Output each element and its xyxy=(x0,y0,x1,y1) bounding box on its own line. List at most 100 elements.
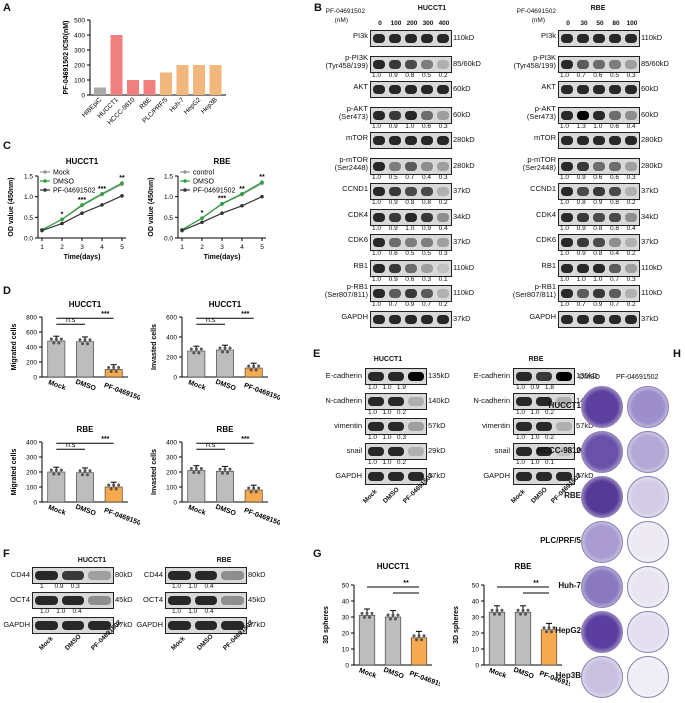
blot-strip-left xyxy=(370,55,452,73)
data-point xyxy=(240,203,244,208)
quant-right: 1.0 1.3 1.0 0.6 0.4 xyxy=(560,122,636,130)
chart-title: RBE xyxy=(77,425,95,434)
data-dot xyxy=(252,364,256,368)
blot-band xyxy=(561,110,573,120)
blot-band xyxy=(593,263,605,273)
blot-band xyxy=(536,447,552,456)
y-tick-label: 0.5 xyxy=(24,215,33,222)
blot-strip-left xyxy=(365,443,427,460)
blot-band xyxy=(421,263,433,273)
blot-band xyxy=(625,263,637,273)
blot-band xyxy=(168,571,191,580)
blot-band xyxy=(61,571,85,580)
data-dot xyxy=(117,366,121,369)
blot-band xyxy=(421,136,433,145)
colony-dish-pf xyxy=(627,431,669,473)
blot-band xyxy=(405,85,417,94)
y-tick-label: 300 xyxy=(26,455,37,462)
blot-band xyxy=(389,85,401,94)
dose-label: 30 xyxy=(580,20,588,27)
blot-band xyxy=(609,212,621,222)
y-tick-label: 0 xyxy=(33,375,37,382)
blot-band xyxy=(373,34,385,43)
data-point xyxy=(220,211,224,215)
significance-mark: *** xyxy=(241,311,249,318)
blot-band xyxy=(593,238,605,247)
quant-right: 1.0 1.0 0.2 xyxy=(516,409,554,416)
blot-band xyxy=(61,621,85,630)
y-tick-label: 300 xyxy=(74,48,85,55)
data-dot xyxy=(500,608,504,612)
data-dot xyxy=(197,351,201,355)
kd-label-left: 45kD xyxy=(115,595,133,604)
category-label: Mock xyxy=(358,667,377,680)
blot-band xyxy=(577,59,589,69)
category-label: Mock xyxy=(47,379,66,392)
y-tick-label: 600 xyxy=(26,330,37,337)
data-dot xyxy=(57,341,61,345)
blot-band xyxy=(61,596,85,605)
blot-band xyxy=(609,136,621,145)
quant-left: 1.0 1.0 0.2 xyxy=(368,409,406,416)
data-dot xyxy=(396,613,400,617)
dose-label: 50 xyxy=(596,20,604,27)
legend-label: control xyxy=(193,170,214,177)
blot-band xyxy=(194,596,218,605)
blot-band xyxy=(536,472,552,481)
x-tick-label: 3 xyxy=(80,244,84,251)
y-tick-label: 300 xyxy=(166,455,177,462)
data-dot xyxy=(389,617,392,621)
blot-band xyxy=(437,289,449,298)
blot-band xyxy=(625,161,637,171)
data-dot xyxy=(550,630,553,634)
blot-strip-left xyxy=(370,81,452,98)
x-tick-label: 3 xyxy=(220,244,224,251)
dose-label: 100 xyxy=(626,20,638,27)
blot-band xyxy=(373,289,385,298)
data-dot xyxy=(83,469,87,473)
significance-ns: n.s xyxy=(206,317,216,324)
legend-label: PF-04691502 xyxy=(193,188,236,195)
blot-band xyxy=(561,314,573,324)
blot-strip-right xyxy=(558,30,640,47)
data-dot xyxy=(252,486,256,490)
blot-band xyxy=(625,314,637,324)
blot-band xyxy=(516,422,532,431)
row-label-left: CDK4 xyxy=(347,209,368,219)
data-point xyxy=(40,228,44,233)
data-dot xyxy=(52,472,56,476)
blot-band xyxy=(368,447,384,456)
colony-dish-dmso xyxy=(581,611,623,653)
blot-band xyxy=(421,59,433,69)
blot-b-left-title: HUCCT1 xyxy=(417,5,447,12)
kd-label-right: 60kD xyxy=(641,84,659,93)
blot-band xyxy=(577,187,589,196)
significance-mark: * xyxy=(201,210,204,217)
blot-band xyxy=(389,314,401,324)
y-tick-label: 200 xyxy=(166,470,177,477)
bar-pf04691502 xyxy=(244,367,263,378)
blot-band xyxy=(437,59,449,69)
category-label: PF-04691502 xyxy=(243,382,280,403)
y-tick-label: 400 xyxy=(26,440,37,447)
blot-band xyxy=(593,289,605,298)
bar-pf04691502 xyxy=(104,486,123,503)
blot-band xyxy=(421,238,433,247)
blot-band xyxy=(168,596,191,605)
blot-band xyxy=(625,85,637,94)
cell-line-label: HUCCT1 xyxy=(548,401,581,410)
data-dot xyxy=(495,608,499,612)
blot-band xyxy=(561,85,573,94)
data-dot xyxy=(197,471,201,474)
data-dot xyxy=(521,608,525,612)
blot-band xyxy=(437,263,449,273)
panel-d-rbe-invasion-chart: RBE 0 100 200 300 400 Invasted cells Mock DMSO PF… xyxy=(151,425,280,528)
legend-marker xyxy=(43,170,47,174)
blot-band xyxy=(561,289,573,298)
data-dot xyxy=(49,468,53,472)
y-axis-label: Migrated cells xyxy=(11,449,18,496)
data-dot xyxy=(83,338,87,342)
data-dot xyxy=(78,469,82,473)
category-label: Mock xyxy=(47,504,66,517)
bar-pf04691502 xyxy=(410,637,428,666)
